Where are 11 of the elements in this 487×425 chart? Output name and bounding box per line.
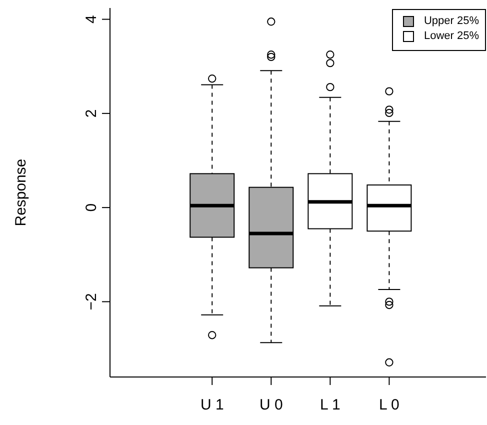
- y-tick-label: 4: [83, 15, 100, 24]
- y-axis-title: Response: [12, 158, 30, 226]
- y-tick-label: 2: [83, 109, 100, 118]
- x-tick-label: L 1: [320, 396, 340, 414]
- y-tick-label: −2: [83, 293, 100, 310]
- legend-label: Lower 25%: [424, 29, 479, 44]
- x-tick-label: U 0: [259, 396, 283, 414]
- y-tick-label: 0: [83, 203, 100, 212]
- x-tick-label: U 1: [200, 396, 224, 414]
- x-tick-label: L 0: [379, 396, 400, 414]
- legend-label: Upper 25%: [424, 14, 479, 29]
